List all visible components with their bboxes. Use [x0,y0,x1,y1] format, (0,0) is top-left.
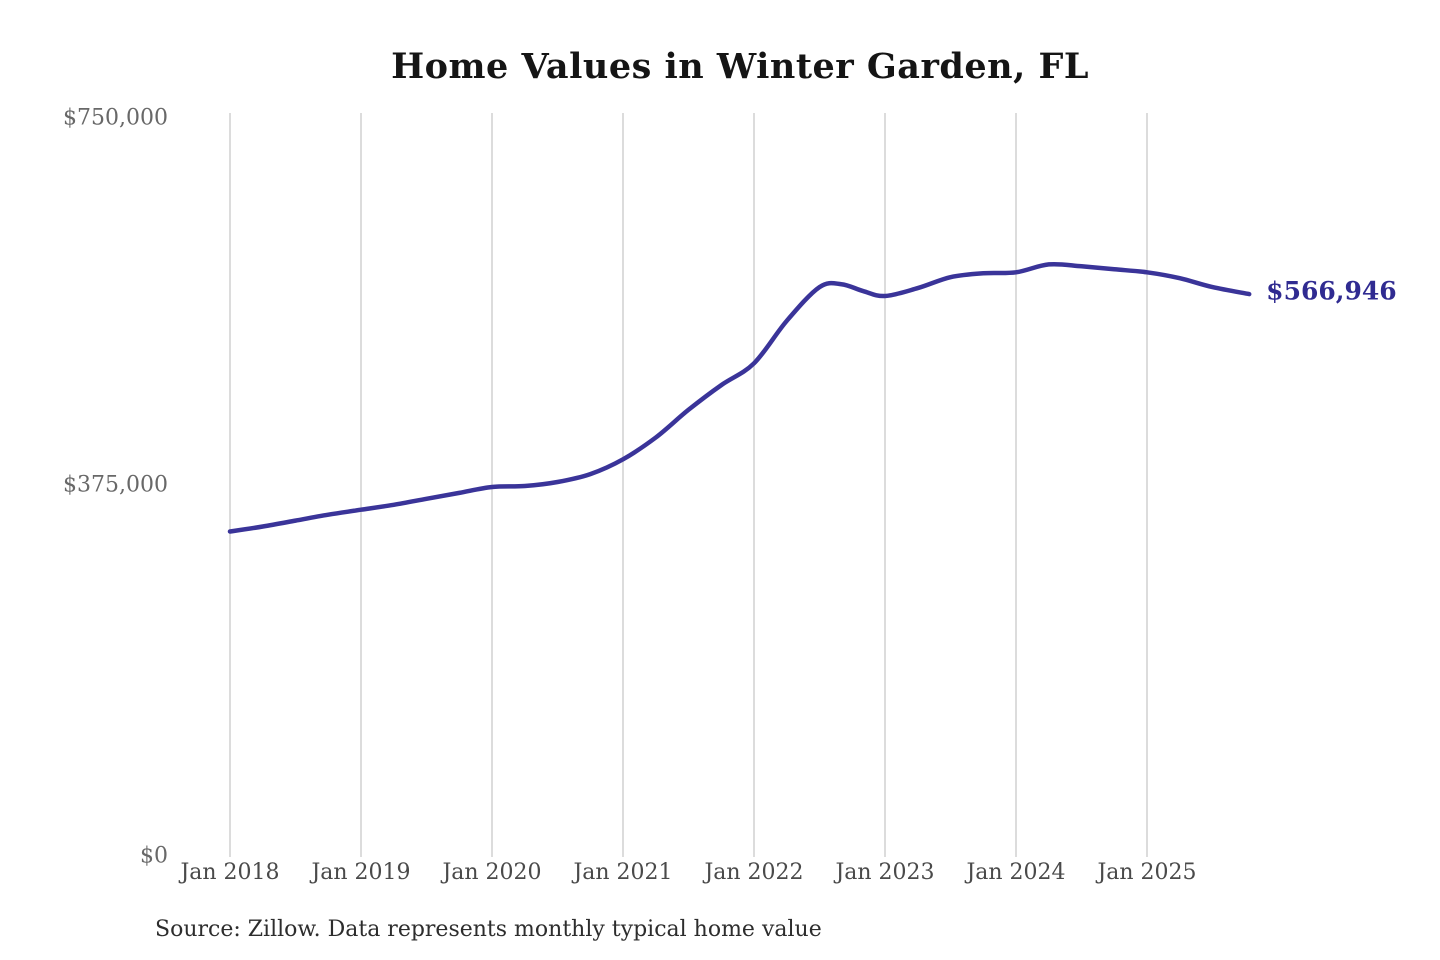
source-note: Source: Zillow. Data represents monthly … [155,917,822,942]
x-axis-tick-jan-2018: Jan 2018 [180,860,280,885]
y-axis-tick-0: $0 [140,843,168,869]
chart-title: Home Values in Winter Garden, FL [391,46,1089,87]
x-axis-tick-jan-2020: Jan 2020 [442,860,542,885]
x-axis-tick-jan-2024: Jan 2024 [966,860,1066,885]
current-value-label: $566,946 [1266,276,1397,306]
x-axis-tick-jan-2022: Jan 2022 [704,860,804,885]
x-axis-tick-jan-2023: Jan 2023 [835,860,935,885]
vertical-gridlines [229,113,1148,857]
x-axis-tick-jan-2021: Jan 2021 [573,860,673,885]
y-axis-tick-750000: $750,000 [63,105,168,131]
y-axis-tick-375000: $375,000 [63,472,168,498]
home-value-line [227,261,1252,534]
x-axis-tick-jan-2025: Jan 2025 [1097,860,1197,885]
x-axis-tick-jan-2019: Jan 2019 [311,860,411,885]
